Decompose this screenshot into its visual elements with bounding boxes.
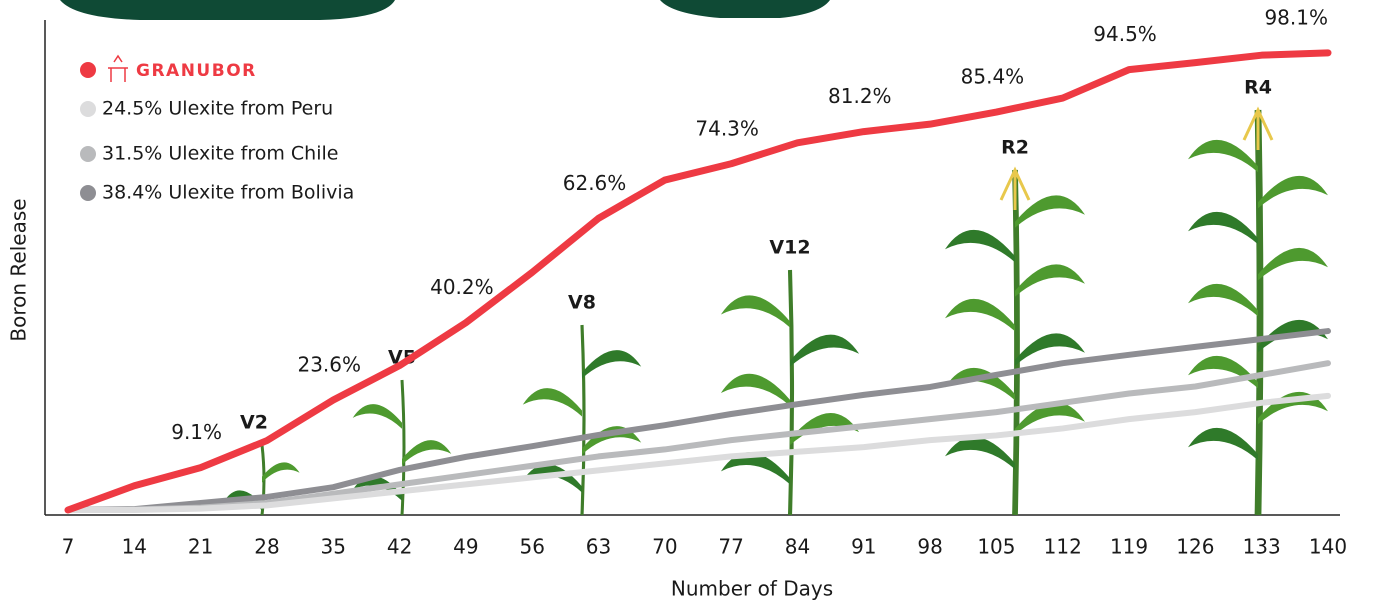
series-line — [65, 328, 1331, 513]
x-tick-label: 35 — [321, 535, 346, 559]
plant-leaf — [1188, 283, 1258, 317]
x-tick-label: 105 — [977, 535, 1015, 559]
legend-label: 38.4% Ulexite from Bolivia — [102, 182, 354, 204]
legend-marker — [80, 101, 96, 117]
plant-leaf — [720, 452, 790, 485]
plant-leaf — [1188, 427, 1258, 461]
legend-logo-icon — [108, 54, 128, 82]
legend-label: GRANUBOR — [136, 61, 257, 81]
y-axis-title: Boron Release — [7, 198, 31, 341]
stage-label: R4 — [1244, 77, 1272, 99]
plant-leaf — [720, 295, 790, 328]
x-axis-title: Number of Days — [671, 577, 833, 601]
plant-leaf — [1015, 264, 1085, 297]
value-label: 23.6% — [297, 353, 361, 377]
plant-stem — [1012, 169, 1020, 516]
legend-marker — [80, 146, 96, 162]
plant-leaf — [720, 373, 790, 406]
plant-tassel — [999, 166, 1031, 210]
plant-leaf — [1188, 355, 1258, 389]
x-tick-label: 119 — [1110, 535, 1148, 559]
value-label: 62.6% — [563, 171, 627, 195]
plant-leaf — [1188, 211, 1258, 245]
stage-label: V12 — [769, 237, 810, 259]
x-tick-label: 21 — [188, 535, 213, 559]
plant-leaf — [224, 490, 262, 511]
x-tick-label: 77 — [718, 535, 743, 559]
plant-leaf — [402, 440, 452, 465]
decor-banner — [660, 0, 830, 18]
x-tick-label: 28 — [254, 535, 279, 559]
x-tick-label: 98 — [917, 535, 942, 559]
x-tick-label: 42 — [387, 535, 412, 559]
plant-leaf — [790, 413, 860, 446]
legend-marker — [80, 62, 96, 78]
plant-leaf — [352, 404, 402, 429]
plant-leaf — [1258, 175, 1328, 209]
value-label: 81.2% — [828, 84, 892, 108]
decor-banner — [60, 0, 395, 20]
plant-stem — [1254, 109, 1264, 516]
legend-label: 31.5% Ulexite from Chile — [102, 143, 338, 165]
series-line — [65, 360, 1331, 513]
plant-leaf — [945, 436, 1015, 470]
value-label: 74.3% — [695, 116, 759, 140]
stage-label: V2 — [240, 412, 268, 434]
plant-stem — [787, 269, 795, 516]
series-line — [65, 392, 1331, 513]
plant-leaf — [582, 350, 642, 379]
stage-label: V8 — [568, 292, 596, 314]
value-label: 40.2% — [430, 275, 494, 299]
stage-label: R2 — [1001, 137, 1029, 159]
x-tick-label: 126 — [1176, 535, 1214, 559]
plant-leaf — [522, 388, 582, 417]
plant-leaf — [1015, 402, 1085, 435]
plant-leaf — [1015, 333, 1085, 366]
x-tick-label: 63 — [586, 535, 611, 559]
plant-leaf — [790, 334, 860, 367]
plant-leaf — [352, 476, 402, 501]
plant-leaf — [522, 464, 582, 493]
plant-leaf — [262, 462, 300, 483]
plant-leaf — [945, 367, 1015, 401]
series-line — [64, 49, 1332, 514]
plants — [224, 106, 1328, 516]
logo-icon — [108, 54, 128, 82]
plant-leaf — [1258, 319, 1328, 353]
x-tick-label: 49 — [453, 535, 478, 559]
plant-stem — [580, 324, 586, 516]
plant-leaf — [945, 298, 1015, 332]
legend-marker — [80, 185, 96, 201]
x-tick-label: 14 — [122, 535, 147, 559]
x-tick-label: 133 — [1243, 535, 1281, 559]
value-label: 9.1% — [171, 420, 222, 444]
plant-tassel — [1242, 106, 1274, 150]
x-tick-label: 84 — [785, 535, 810, 559]
plant-leaf — [1258, 247, 1328, 281]
plant-leaf — [1015, 195, 1085, 228]
value-label: 94.5% — [1093, 22, 1157, 46]
legend-label: 24.5% Ulexite from Peru — [102, 98, 333, 120]
plant-leaf — [945, 229, 1015, 263]
x-tick-label: 112 — [1044, 535, 1082, 559]
x-tick-label: 70 — [652, 535, 677, 559]
x-tick-label: 7 — [62, 535, 75, 559]
plant-leaf — [1188, 139, 1258, 173]
value-label: 98.1% — [1264, 5, 1328, 29]
x-tick-label: 140 — [1309, 535, 1347, 559]
value-label: 85.4% — [961, 65, 1025, 89]
x-tick-label: 56 — [519, 535, 544, 559]
x-tick-label: 91 — [851, 535, 876, 559]
plant-stem — [400, 379, 406, 516]
